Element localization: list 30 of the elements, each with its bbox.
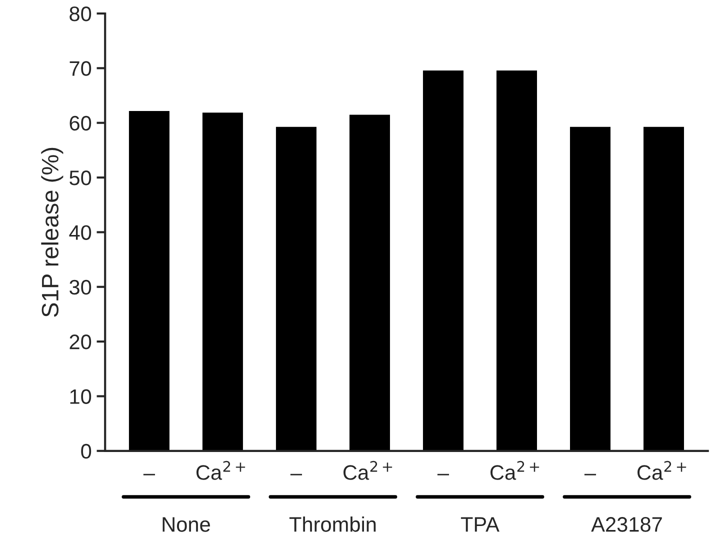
text: Thrombin xyxy=(289,516,376,532)
x-tick-label: Ca$^{2+}$ xyxy=(343,460,392,480)
bar xyxy=(422,69,465,451)
x-tick-label: Ca$^{2+}$ xyxy=(196,460,246,480)
bar xyxy=(642,125,686,451)
text: None xyxy=(162,517,210,532)
y-axis-title: S1P release (%) xyxy=(41,148,64,317)
x-tick-label: – xyxy=(437,474,450,476)
y-tick-label: 40 xyxy=(69,225,92,240)
y-tick-label: 0 xyxy=(81,444,92,459)
text: A23187 xyxy=(591,517,662,532)
bar xyxy=(348,113,392,451)
x-tick-label: – xyxy=(143,474,155,476)
text: TPA xyxy=(460,517,500,532)
x-tick-label: – xyxy=(584,474,596,476)
bar xyxy=(201,111,244,451)
y-tick-label: 50 xyxy=(70,170,92,186)
y-tick-label: 70 xyxy=(70,61,92,76)
bar xyxy=(568,125,612,451)
y-tick-label: 20 xyxy=(70,334,92,350)
y-tick-label: 60 xyxy=(70,116,92,131)
x-tick-label: Ca$^{2+}$ xyxy=(490,460,540,480)
bar xyxy=(274,125,318,451)
x-tick-label: – xyxy=(290,474,302,476)
bar xyxy=(495,69,538,451)
y-tick-label: 10 xyxy=(70,389,92,404)
bar xyxy=(128,110,171,451)
x-tick-label: Ca$^{2+}$ xyxy=(638,460,686,480)
y-tick-label: 80 xyxy=(70,6,92,22)
y-tick-label: 30 xyxy=(70,280,92,295)
